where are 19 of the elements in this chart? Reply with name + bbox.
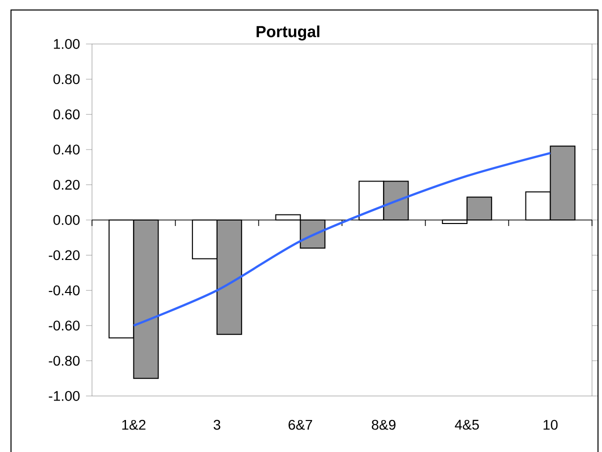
y-tick-label: 1.00 [54, 39, 80, 49]
y-tick-label: 0.00 [53, 215, 80, 225]
y-tick-label: -0.60 [48, 320, 80, 331]
line-series [132, 152, 552, 327]
x-tick-label: 1&2 [122, 420, 146, 430]
y-tick-label: 0.20 [53, 180, 80, 190]
chart-title: Portugal [256, 25, 320, 40]
y-tick-label: -0.80 [48, 356, 80, 366]
x-tick-label: 8&9 [372, 420, 396, 430]
y-tick-label: 0.60 [53, 109, 80, 120]
x-tick-label: 10 [544, 420, 558, 430]
x-tick-label: 3 [214, 420, 220, 430]
y-tick-label: 0.80 [53, 74, 80, 84]
x-tick-label: 6&7 [288, 420, 312, 430]
x-tick-label: 4&5 [454, 420, 479, 430]
y-tick-label: -1.00 [48, 391, 80, 401]
y-tick-label: -0.20 [48, 250, 80, 260]
y-tick-label: -0.40 [48, 285, 80, 296]
y-tick-label: 0.40 [53, 144, 80, 155]
